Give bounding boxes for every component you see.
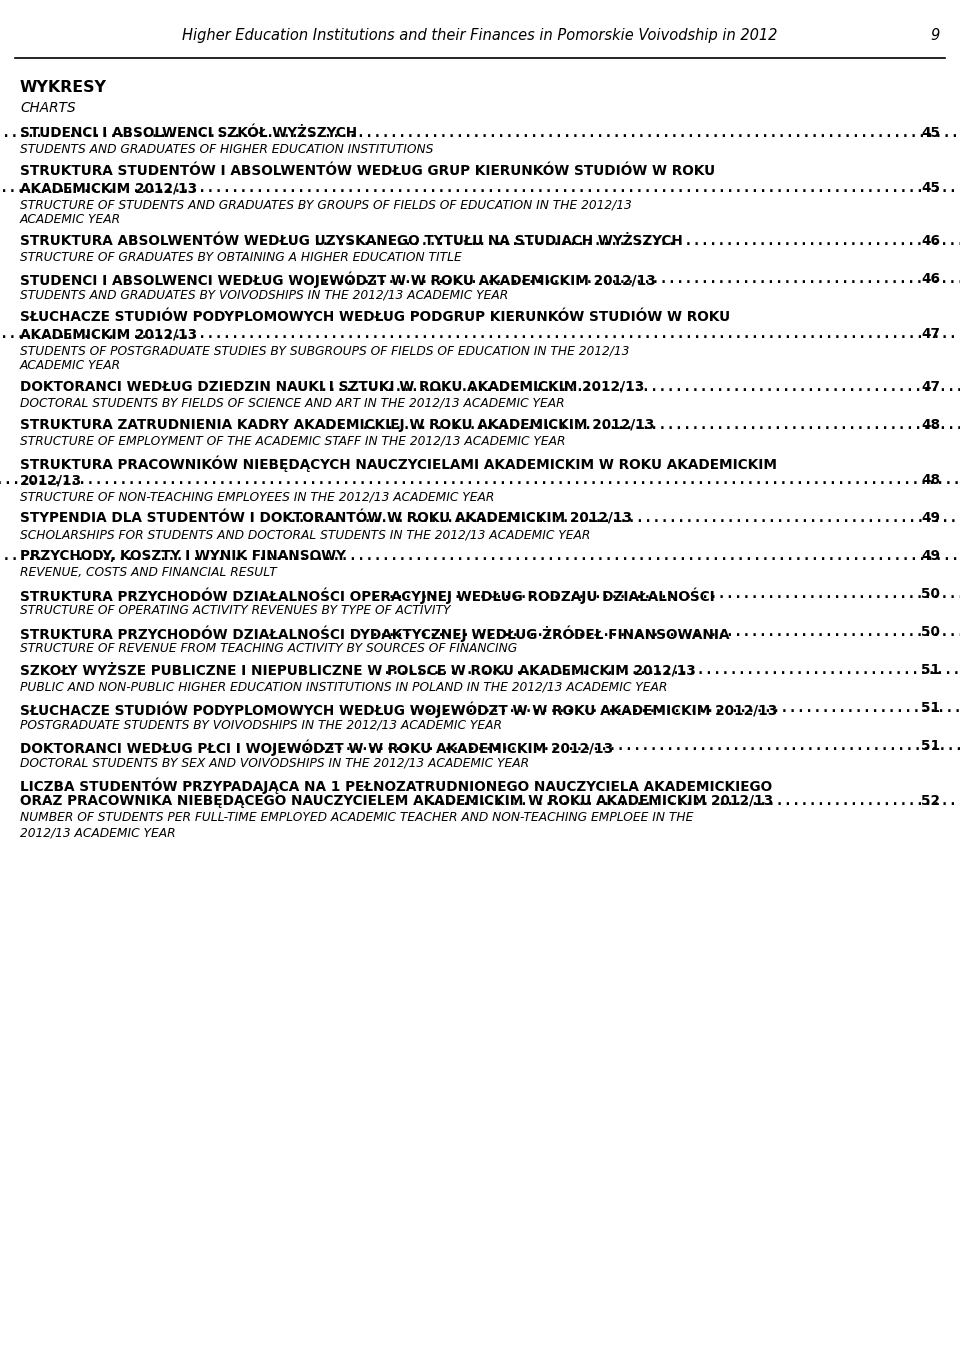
Text: ................................................................................: ........................................… bbox=[382, 663, 960, 677]
Text: DOKTORANCI WEDŁUG DZIEDZIN NAUKI I SZTUKI W ROKU AKADEMICKIM 2012/13: DOKTORANCI WEDŁUG DZIEDZIN NAUKI I SZTUK… bbox=[20, 380, 644, 394]
Text: Higher Education Institutions and their Finances in Pomorskie Voivodship in 2012: Higher Education Institutions and their … bbox=[182, 28, 778, 43]
Text: 51: 51 bbox=[921, 663, 940, 677]
Text: 50: 50 bbox=[922, 588, 940, 601]
Text: DOCTORAL STUDENTS BY FIELDS OF SCIENCE AND ART IN THE 2012/13 ACADEMIC YEAR: DOCTORAL STUDENTS BY FIELDS OF SCIENCE A… bbox=[20, 397, 564, 410]
Text: STRUKTURA PRACOWNIKÓW NIEBĘDĄCYCH NAUCZYCIELAMI AKADEMICKIM W ROKU AKADEMICKIM: STRUKTURA PRACOWNIKÓW NIEBĘDĄCYCH NAUCZY… bbox=[20, 456, 777, 473]
Text: 47: 47 bbox=[921, 380, 940, 394]
Text: STRUCTURE OF REVENUE FROM TEACHING ACTIVITY BY SOURCES OF FINANCING: STRUCTURE OF REVENUE FROM TEACHING ACTIV… bbox=[20, 642, 517, 655]
Text: DOKTORANCI WEDŁUG PŁCI I WOJEWÓDZT W W ROKU AKADEMICKIM 2012/13: DOKTORANCI WEDŁUG PŁCI I WOJEWÓDZT W W R… bbox=[20, 739, 613, 756]
Text: AKADEMICKIM 2012/13: AKADEMICKIM 2012/13 bbox=[20, 328, 197, 341]
Text: SZKOŁY WYŻSZE PUBLICZNE I NIEPUBLICZNE W POLSCE W ROKU AKADEMICKIM 2012/13: SZKOŁY WYŻSZE PUBLICZNE I NIEPUBLICZNE W… bbox=[20, 663, 696, 677]
Text: 48: 48 bbox=[921, 418, 940, 432]
Text: ................................................................................: ........................................… bbox=[270, 739, 960, 753]
Text: LICZBA STUDENTÓW PRZYPADAJĄCA NA 1 PEŁNOZATRUDNIONEGO NAUCZYCIELA AKADEMICKIEGO: LICZBA STUDENTÓW PRZYPADAJĄCA NA 1 PEŁNO… bbox=[20, 777, 772, 793]
Text: STRUCTURE OF GRADUATES BY OBTAINING A HIGHER EDUCATION TITLE: STRUCTURE OF GRADUATES BY OBTAINING A HI… bbox=[20, 250, 462, 264]
Text: ................................................................................: ........................................… bbox=[321, 380, 960, 394]
Text: REVENUE, COSTS AND FINANCIAL RESULT: REVENUE, COSTS AND FINANCIAL RESULT bbox=[20, 566, 276, 580]
Text: STYPENDIA DLA STUDENTÓW I DOKTORANTÓW W ROKU AKADEMICKIM 2012/13: STYPENDIA DLA STUDENTÓW I DOKTORANTÓW W … bbox=[20, 510, 632, 525]
Text: STRUCTURE OF EMPLOYMENT OF THE ACADEMIC STAFF IN THE 2012/13 ACADEMIC YEAR: STRUCTURE OF EMPLOYMENT OF THE ACADEMIC … bbox=[20, 435, 565, 448]
Text: SŁUCHACZE STUDIÓW PODYPLOMOWYCH WEDŁUG PODGRUP KIERUNKÓW STUDIÓW W ROKU: SŁUCHACZE STUDIÓW PODYPLOMOWYCH WEDŁUG P… bbox=[20, 310, 731, 324]
Text: 48: 48 bbox=[921, 473, 940, 487]
Text: DOCTORAL STUDENTS BY SEX AND VOIVODSHIPS IN THE 2012/13 ACADEMIC YEAR: DOCTORAL STUDENTS BY SEX AND VOIVODSHIPS… bbox=[20, 756, 529, 769]
Text: STRUKTURA PRZYCHODÓW DZIAŁALNOŚCI DYDAKTYCZNEJ WEDŁUG ŻRÓDEŁ FINANSOWANIA: STRUKTURA PRZYCHODÓW DZIAŁALNOŚCI DYDAKT… bbox=[20, 626, 730, 642]
Text: 49: 49 bbox=[921, 510, 940, 525]
Text: 2012/13: 2012/13 bbox=[20, 473, 83, 487]
Text: ................................................................................: ........................................… bbox=[313, 234, 960, 248]
Text: AKADEMICKIM 2012/13: AKADEMICKIM 2012/13 bbox=[20, 181, 197, 195]
Text: ................................................................................: ........................................… bbox=[0, 181, 960, 195]
Text: SCHOLARSHIPS FOR STUDENTS AND DOCTORAL STUDENTS IN THE 2012/13 ACADEMIC YEAR: SCHOLARSHIPS FOR STUDENTS AND DOCTORAL S… bbox=[20, 528, 590, 542]
Text: POSTGRADUATE STUDENTS BY VOIVODSHIPS IN THE 2012/13 ACADEMIC YEAR: POSTGRADUATE STUDENTS BY VOIVODSHIPS IN … bbox=[20, 718, 502, 731]
Text: STUDENTS OF POSTGRADUATE STUDIES BY SUBGROUPS OF FIELDS OF EDUCATION IN THE 2012: STUDENTS OF POSTGRADUATE STUDIES BY SUBG… bbox=[20, 344, 630, 357]
Text: ACADEMIC YEAR: ACADEMIC YEAR bbox=[20, 359, 121, 372]
Text: ................................................................................: ........................................… bbox=[371, 588, 960, 601]
Text: 47: 47 bbox=[921, 328, 940, 341]
Text: .............................................................................: ........................................… bbox=[429, 793, 960, 808]
Text: ................................................................................: ........................................… bbox=[410, 701, 960, 715]
Text: STRUKTURA STUDENTÓW I ABSOLWENTÓW WEDŁUG GRUP KIERUNKÓW STUDIÓW W ROKU: STRUKTURA STUDENTÓW I ABSOLWENTÓW WEDŁUG… bbox=[20, 164, 715, 177]
Text: WYKRESY: WYKRESY bbox=[20, 80, 107, 95]
Text: ORAZ PRACOWNIKA NIEBĘDĄCEGO NAUCZYCIELEM AKADEMICKIM W ROKU AKADEMICKIM 2012/13: ORAZ PRACOWNIKA NIEBĘDĄCEGO NAUCZYCIELEM… bbox=[20, 793, 773, 808]
Text: STUDENTS AND GRADUATES BY VOIVODSHIPS IN THE 2012/13 ACADEMIC YEAR: STUDENTS AND GRADUATES BY VOIVODSHIPS IN… bbox=[20, 288, 508, 302]
Text: ................................................................................: ........................................… bbox=[281, 510, 960, 525]
Text: ................................................................................: ........................................… bbox=[2, 126, 960, 139]
Text: ACADEMIC YEAR: ACADEMIC YEAR bbox=[20, 213, 121, 226]
Text: SŁUCHACZE STUDIÓW PODYPLOMOWYCH WEDŁUG WOJEWÓDZT W W ROKU AKADEMICKIM 2012/13: SŁUCHACZE STUDIÓW PODYPLOMOWYCH WEDŁUG W… bbox=[20, 701, 778, 718]
Text: ................................................................................: ........................................… bbox=[321, 418, 960, 432]
Text: STUDENCI I ABSOLWENCI SZKÓŁ WYŻSZYCH: STUDENCI I ABSOLWENCI SZKÓŁ WYŻSZYCH bbox=[20, 126, 357, 139]
Text: NUMBER OF STUDENTS PER FULL-TIME EMPLOYED ACADEMIC TEACHER AND NON-TEACHING EMPL: NUMBER OF STUDENTS PER FULL-TIME EMPLOYE… bbox=[20, 811, 693, 825]
Text: 45: 45 bbox=[921, 126, 940, 139]
Text: CHARTS: CHARTS bbox=[20, 102, 76, 115]
Text: STRUCTURE OF STUDENTS AND GRADUATES BY GROUPS OF FIELDS OF EDUCATION IN THE 2012: STRUCTURE OF STUDENTS AND GRADUATES BY G… bbox=[20, 198, 632, 211]
Text: 2012/13 ACADEMIC YEAR: 2012/13 ACADEMIC YEAR bbox=[20, 826, 176, 839]
Text: 9: 9 bbox=[931, 28, 940, 43]
Text: PRZYCHODY, KOSZTY I WYNIK FINANSOWY: PRZYCHODY, KOSZTY I WYNIK FINANSOWY bbox=[20, 548, 346, 563]
Text: ................................................................................: ........................................… bbox=[371, 626, 960, 639]
Text: 49: 49 bbox=[921, 548, 940, 563]
Text: ................................................................................: ........................................… bbox=[0, 328, 960, 341]
Text: STRUCTURE OF OPERATING ACTIVITY REVENUES BY TYPE OF ACTIVITY: STRUCTURE OF OPERATING ACTIVITY REVENUES… bbox=[20, 604, 450, 617]
Text: 51: 51 bbox=[921, 701, 940, 715]
Text: STRUKTURA PRZYCHODÓW DZIAŁALNOŚCI OPERACYJNEJ WEDŁUG RODZAJU DZIAŁALNOŚCI: STRUKTURA PRZYCHODÓW DZIAŁALNOŚCI OPERAC… bbox=[20, 588, 715, 604]
Text: ................................................................................: ........................................… bbox=[0, 473, 960, 487]
Text: ................................................................................: ........................................… bbox=[0, 548, 960, 563]
Text: 51: 51 bbox=[921, 739, 940, 753]
Text: 46: 46 bbox=[921, 272, 940, 286]
Text: 45: 45 bbox=[921, 181, 940, 195]
Text: 52: 52 bbox=[921, 793, 940, 808]
Text: STRUCTURE OF NON-TEACHING EMPLOYEES IN THE 2012/13 ACADEMIC YEAR: STRUCTURE OF NON-TEACHING EMPLOYEES IN T… bbox=[20, 490, 494, 502]
Text: STRUKTURA ABSOLWENTÓW WEDŁUG UZYSKANEGO TYTUŁU NA STUDIACH WYŻSZYCH: STRUKTURA ABSOLWENTÓW WEDŁUG UZYSKANEGO … bbox=[20, 234, 683, 248]
Text: ................................................................................: ........................................… bbox=[313, 272, 960, 286]
Text: STUDENTS AND GRADUATES OF HIGHER EDUCATION INSTITUTIONS: STUDENTS AND GRADUATES OF HIGHER EDUCATI… bbox=[20, 144, 433, 156]
Text: STUDENCI I ABSOLWENCI WEDŁUG WOJEWÓDZT W W ROKU AKADEMICKIM 2012/13: STUDENCI I ABSOLWENCI WEDŁUG WOJEWÓDZT W… bbox=[20, 272, 656, 288]
Text: PUBLIC AND NON-PUBLIC HIGHER EDUCATION INSTITUTIONS IN POLAND IN THE 2012/13 ACA: PUBLIC AND NON-PUBLIC HIGHER EDUCATION I… bbox=[20, 680, 667, 693]
Text: STRUKTURA ZATRUDNIENIA KADRY AKADEMICKIEJ W ROKU AKADEMICKIM 2012/13: STRUKTURA ZATRUDNIENIA KADRY AKADEMICKIE… bbox=[20, 418, 655, 432]
Text: 50: 50 bbox=[922, 626, 940, 639]
Text: 46: 46 bbox=[921, 234, 940, 248]
